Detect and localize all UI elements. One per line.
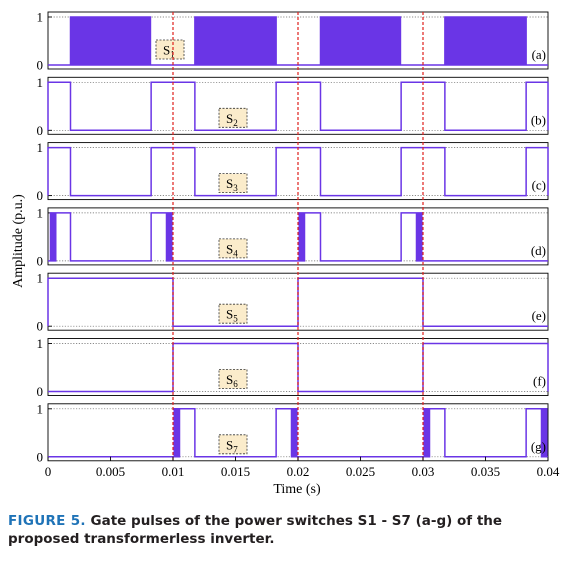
y-tick-label: 0: [37, 253, 44, 268]
switch-label-subscript: 2: [233, 118, 238, 128]
panel-letter: (f): [533, 374, 546, 389]
switch-label-subscript: 3: [233, 183, 238, 193]
x-tick-label: 0.015: [221, 464, 250, 479]
switch-label-subscript: 4: [233, 248, 238, 258]
switch-label-box: [155, 39, 185, 60]
x-tick-label: 0: [45, 464, 52, 479]
panel-frame: [47, 207, 549, 266]
gate-signal-trace: [47, 277, 548, 327]
switch-label-box: [218, 238, 248, 259]
y-axis-label: Amplitude (p.u.): [11, 194, 26, 288]
panel-frame: [47, 76, 549, 135]
switch-label-subscript: 5: [233, 314, 238, 324]
switch-label-subscript: 6: [233, 379, 238, 389]
figure-caption-text: Gate pulses of the power switches S1 - S…: [8, 513, 503, 547]
panel-frame: [47, 142, 549, 201]
panel-letter: (b): [531, 112, 546, 127]
switch-label-box: [218, 434, 248, 455]
x-tick-label: 0.04: [537, 464, 560, 479]
gate-pulse-figure: 10S1(a)10S2(b)10S3(c)10S4(d)10S5(e)10S6(…: [11, 10, 560, 498]
panel-2: 1 0 S2 (b): [37, 75, 549, 138]
x-tick-label: 0.01: [162, 464, 185, 479]
y-tick-label: 0: [37, 449, 44, 464]
panel-letter: (c): [532, 178, 546, 193]
switch-label-box: [218, 369, 248, 389]
panel-letter: (g): [531, 439, 546, 454]
y-tick-label: 0: [37, 58, 44, 73]
y-tick-label: 0: [37, 188, 44, 203]
panel-letter: (e): [532, 308, 546, 323]
figure-caption: FIGURE 5. Gate pulses of the power switc…: [8, 512, 564, 548]
switch-label-subscript: 7: [233, 444, 238, 454]
x-tick-label: 0.02: [287, 464, 310, 479]
y-tick-label: 1: [37, 75, 44, 90]
y-tick-label: 1: [37, 140, 44, 155]
switch-label-box: [218, 303, 248, 324]
panel-letter: (a): [532, 47, 546, 62]
figure-label: FIGURE 5.: [8, 513, 86, 529]
y-tick-label: 0: [37, 384, 44, 399]
x-tick-label: 0.025: [346, 464, 375, 479]
x-tick-label: 0.035: [471, 464, 500, 479]
panel-1: 10S1(a): [37, 10, 549, 73]
gate-signal-trace: [48, 342, 549, 393]
switch-label-box: [218, 107, 248, 128]
switch-label: S2: [226, 111, 238, 128]
y-tick-label: 1: [37, 10, 44, 25]
y-tick-label: 0: [37, 319, 44, 334]
y-tick-label: 1: [37, 336, 44, 351]
y-tick-label: 1: [37, 271, 44, 286]
x-tick-label: 0.03: [412, 464, 435, 479]
panel-letter: (d): [531, 243, 546, 258]
y-tick-label: 0: [37, 123, 44, 138]
x-axis-label: Time (s): [273, 482, 321, 497]
y-tick-label: 1: [37, 205, 44, 220]
gate-signal-trace: [48, 212, 548, 262]
switch-label-box: [218, 173, 248, 194]
x-tick-label: 0.005: [96, 464, 125, 479]
y-tick-label: 1: [37, 401, 44, 416]
